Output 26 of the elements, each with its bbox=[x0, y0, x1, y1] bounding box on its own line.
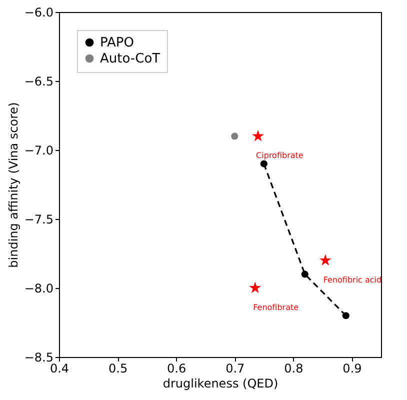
legend-label: Auto-CoT bbox=[100, 52, 160, 66]
point bbox=[252, 130, 264, 142]
x-axis-title: druglikeness (QED) bbox=[162, 376, 278, 390]
y-axis-title: binding affinity (Vina score) bbox=[6, 102, 20, 268]
x-tick-label: 0.5 bbox=[108, 362, 128, 376]
y-tick-label: −6.5 bbox=[24, 74, 54, 88]
annotation: Fenofibrate bbox=[253, 303, 299, 312]
legend-label: PAPO bbox=[100, 36, 134, 50]
x-tick-label: 0.4 bbox=[50, 362, 70, 376]
x-tick-label: 0.7 bbox=[226, 362, 245, 376]
point bbox=[231, 132, 238, 140]
annotation: Fenofibric acid bbox=[323, 275, 382, 284]
y-tick-label: −8.5 bbox=[24, 350, 54, 364]
point bbox=[301, 270, 308, 278]
y-tick-label: −7.0 bbox=[24, 144, 54, 158]
x-tick-label: 0.6 bbox=[167, 362, 186, 376]
point bbox=[260, 160, 268, 168]
point bbox=[319, 254, 332, 266]
y-tick-label: −6.0 bbox=[24, 6, 54, 20]
y-tick-label: −8.0 bbox=[24, 282, 54, 296]
point bbox=[342, 312, 350, 320]
x-tick-label: 0.8 bbox=[284, 362, 304, 376]
x-tick-label: 0.9 bbox=[342, 362, 362, 376]
point bbox=[249, 282, 262, 294]
annotation: Ciprofibrate bbox=[256, 151, 304, 160]
y-tick-label: −7.5 bbox=[24, 212, 54, 226]
